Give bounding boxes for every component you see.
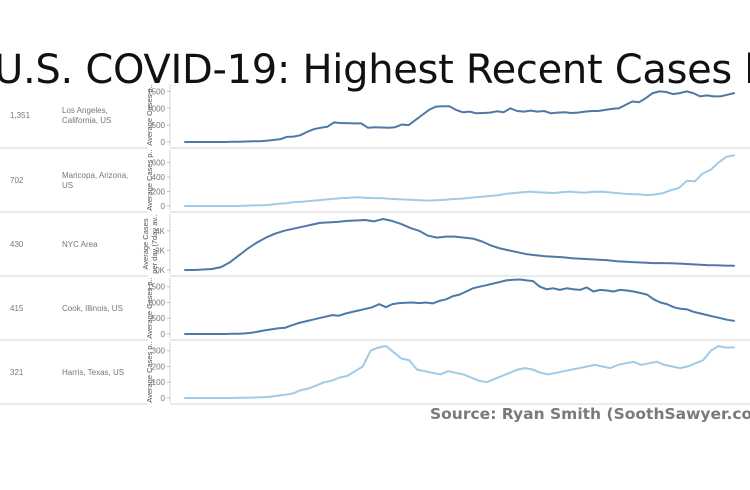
y-axis-title: Average Cases: [141, 218, 150, 269]
y-tick-label: 4K: [155, 227, 165, 236]
y-tick-label: 600: [152, 159, 166, 168]
y-tick-label: 1500: [147, 283, 165, 292]
y-tick-label: 100: [152, 378, 166, 387]
county-value-label: 1,351: [10, 111, 31, 120]
chart-title: U.S. COVID-19: Highest Recent Cases by C…: [0, 47, 750, 93]
y-axis-title: Average Cases p..: [145, 84, 154, 146]
y-tick-label: 300: [152, 347, 166, 356]
county-name-label: Cook, Illinois, US: [62, 304, 123, 313]
county-name-label: California, US: [62, 116, 111, 125]
county-value-label: 430: [10, 240, 24, 249]
y-tick-label: 0: [161, 138, 166, 147]
y-tick-label: 0: [161, 202, 166, 211]
y-tick-label: 2K: [155, 246, 165, 255]
y-tick-label: 0K: [155, 266, 165, 275]
y-axis-title: Average Cases p..: [145, 149, 154, 211]
county-name-label: Harris, Texas, US: [62, 368, 124, 377]
county-name-label: US: [62, 181, 73, 190]
county-value-label: 415: [10, 304, 24, 313]
series-line: [184, 278, 735, 335]
county-value-label: 702: [10, 176, 24, 185]
y-tick-label: 1000: [147, 104, 165, 113]
y-axis-title: Average Cases p..: [145, 341, 154, 403]
county-name-label: Maricopa, Arizona,: [62, 171, 128, 180]
y-tick-label: 400: [152, 173, 166, 182]
series-line: [184, 345, 735, 399]
y-tick-label: 500: [152, 314, 166, 323]
county-name-label: NYC Area: [62, 240, 98, 249]
y-tick-label: 500: [152, 121, 166, 130]
y-tick-label: 0: [161, 394, 166, 403]
series-line: [184, 90, 735, 143]
y-tick-label: 200: [152, 362, 166, 371]
y-axis-title: per day (7day av..: [150, 214, 159, 273]
y-tick-label: 200: [152, 188, 166, 197]
y-tick-label: 1000: [147, 298, 165, 307]
county-name-label: Los Angeles,: [62, 106, 108, 115]
y-tick-label: 0: [161, 330, 166, 339]
y-tick-label: 1500: [147, 87, 165, 96]
series-line: [184, 154, 735, 207]
series-line: [184, 218, 735, 271]
source-credit: Source: Ryan Smith (SoothSawyer.com): [430, 405, 750, 423]
county-value-label: 321: [10, 368, 24, 377]
y-axis-title: Average Cases p..: [145, 277, 154, 339]
